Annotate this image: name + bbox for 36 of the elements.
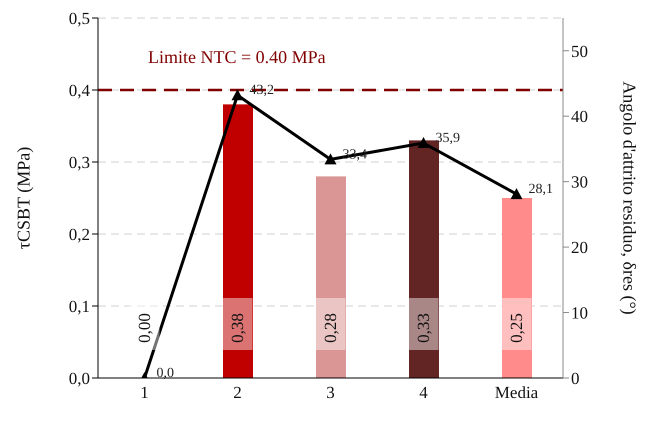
y2-tick-label: 20: [571, 238, 588, 258]
y2-axis-title: Angolo d'attrito residuo, δres (°): [620, 81, 640, 315]
y-tick-label: 0,4: [68, 81, 90, 100]
data-label: 0,00: [135, 313, 154, 343]
y-tick-label: 0,5: [68, 9, 90, 28]
y-tick-label: 0,0: [68, 369, 90, 388]
y-axis-title: τCSBT (MPa): [13, 146, 34, 250]
data-label: 43,2: [250, 83, 274, 98]
y2-tick-label: 0: [571, 369, 580, 388]
data-label: 28,1: [528, 182, 553, 198]
point: [232, 89, 244, 100]
y2-tick-label: 30: [571, 172, 588, 192]
x-tick-label: 3: [326, 383, 335, 402]
data-label: 0,38: [228, 313, 247, 343]
data-label: 0,28: [321, 313, 340, 343]
point: [418, 137, 430, 148]
y2-tick-label: 40: [571, 107, 588, 126]
bar: [502, 198, 532, 378]
x-tick-label: 1: [140, 383, 149, 402]
data-label: 0,0: [156, 366, 174, 381]
bar: [223, 104, 253, 378]
data-label: 0,25: [507, 313, 526, 343]
y-tick-label: 0,2: [68, 225, 90, 244]
ref-line-label: Limite NTC = 0.40 MPa: [148, 46, 326, 67]
x-tick-label: Media: [494, 383, 539, 402]
x-tick-label: 2: [233, 383, 242, 402]
y-tick-label: 0,3: [68, 153, 90, 172]
point: [324, 153, 336, 164]
x-tick-label: 4: [419, 383, 428, 402]
point: [510, 188, 522, 200]
bar: [316, 176, 346, 378]
y-tick-label: 0,1: [68, 297, 90, 316]
y2-tick-label: 50: [571, 42, 588, 61]
y2-tick-label: 10: [571, 304, 588, 323]
data-label: 35,9: [436, 131, 460, 146]
data-label: 0,33: [414, 313, 433, 343]
